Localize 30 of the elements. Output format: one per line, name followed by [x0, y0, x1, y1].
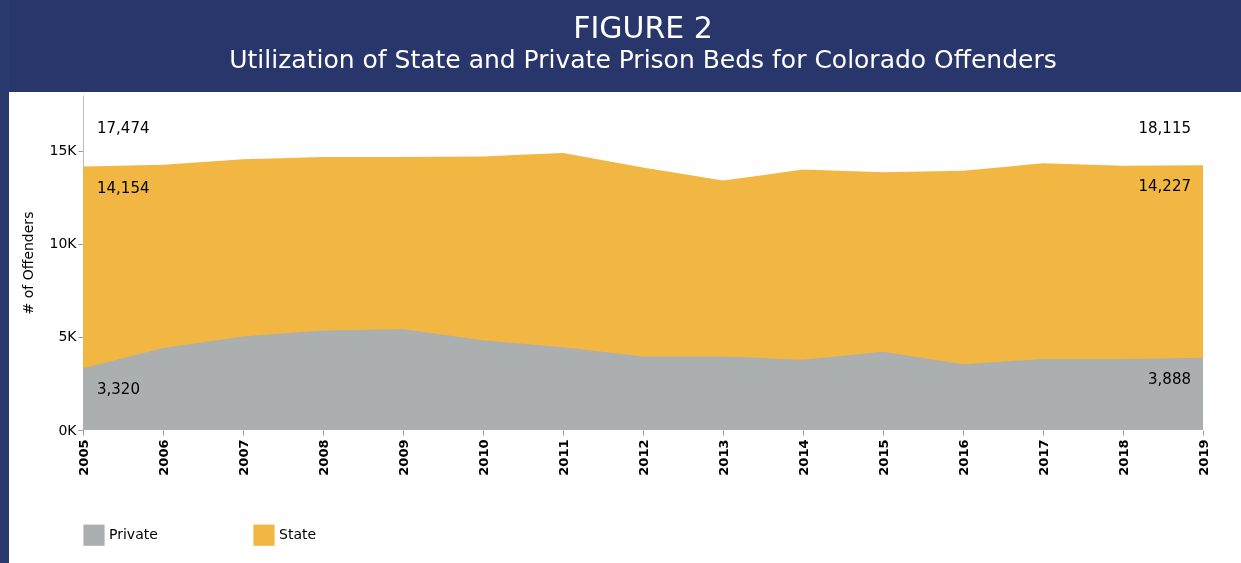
y-tick-label: 10K [49, 235, 78, 252]
chart-subtitle: Utilization of State and Private Prison Beds for Colorado Offenders [229, 45, 1057, 74]
x-tick-label: 2007 [235, 439, 251, 476]
x-tick-label: 2005 [75, 439, 91, 476]
x-tick-label: 2010 [475, 439, 491, 476]
x-tick-label: 2017 [1035, 439, 1051, 476]
y-axis-title: # of Offenders [19, 211, 36, 315]
data-label: 3,320 [97, 380, 140, 399]
legend-label: Private [109, 526, 158, 543]
data-label: 14,227 [1138, 177, 1191, 196]
data-label: 14,154 [97, 178, 150, 197]
x-tick-label: 2014 [795, 439, 811, 476]
x-tick-label: 2015 [875, 439, 891, 476]
chart-title: FIGURE 2 [573, 10, 713, 45]
annotation: 18,115 [1138, 119, 1191, 137]
x-tick-label: 2018 [1115, 439, 1131, 476]
x-tick-label: 2016 [955, 439, 971, 476]
x-tick-label: 2009 [395, 439, 411, 476]
y-tick-label: 5K [58, 328, 78, 345]
x-tick-label: 2013 [715, 439, 731, 476]
x-tick-label: 2012 [635, 439, 651, 476]
x-tick-label: 2019 [1195, 439, 1211, 476]
x-tick-label: 2011 [555, 439, 571, 476]
x-tick-label: 2008 [315, 439, 331, 476]
y-tick-label: 0K [58, 421, 78, 438]
y-tick-label: 15K [49, 142, 78, 159]
data-label: 3,888 [1148, 369, 1191, 388]
x-tick-label: 2006 [155, 439, 171, 476]
annotation: 17,474 [97, 119, 150, 137]
legend-label: State [279, 526, 317, 543]
